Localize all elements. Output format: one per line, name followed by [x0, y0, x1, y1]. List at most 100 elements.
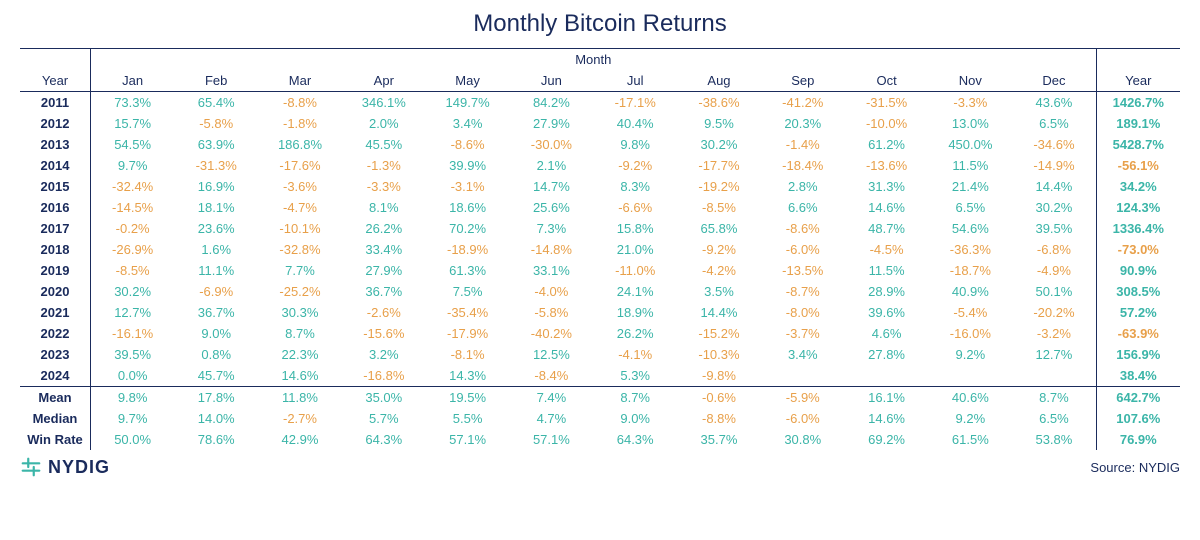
cell: -4.1% [593, 344, 677, 365]
cell: 14.4% [1012, 176, 1096, 197]
cell: -6.6% [593, 197, 677, 218]
year-total: 124.3% [1096, 197, 1180, 218]
cell: 65.8% [677, 218, 761, 239]
year-total: 1336.4% [1096, 218, 1180, 239]
cell: 24.1% [593, 281, 677, 302]
cell: 43.6% [1012, 92, 1096, 114]
source-label: Source: NYDIG [1090, 460, 1180, 475]
summary-cell: 11.8% [258, 387, 342, 409]
cell: -18.7% [928, 260, 1012, 281]
cell: 39.6% [845, 302, 929, 323]
cell: -18.9% [426, 239, 510, 260]
cell: 4.6% [845, 323, 929, 344]
year-total: -63.9% [1096, 323, 1180, 344]
cell: 18.1% [174, 197, 258, 218]
year-label: 2012 [20, 113, 91, 134]
cell: -17.7% [677, 155, 761, 176]
summary-cell: 19.5% [426, 387, 510, 409]
cell: -17.1% [593, 92, 677, 114]
year-label: 2023 [20, 344, 91, 365]
summary-cell: 57.1% [426, 429, 510, 450]
cell: -5.8% [174, 113, 258, 134]
cell: 54.6% [928, 218, 1012, 239]
year-total: 189.1% [1096, 113, 1180, 134]
cell: 9.5% [677, 113, 761, 134]
cell: 28.9% [845, 281, 929, 302]
cell: 84.2% [509, 92, 593, 114]
cell: 3.4% [426, 113, 510, 134]
cell: -1.8% [258, 113, 342, 134]
summary-row-mean: Mean9.8%17.8%11.8%35.0%19.5%7.4%8.7%-0.6… [20, 387, 1180, 409]
cell: 39.5% [1012, 218, 1096, 239]
cell: -6.8% [1012, 239, 1096, 260]
table-row: 2017-0.2%23.6%-10.1%26.2%70.2%7.3%15.8%6… [20, 218, 1180, 239]
cell: -26.9% [91, 239, 175, 260]
table-row: 201215.7%-5.8%-1.8%2.0%3.4%27.9%40.4%9.5… [20, 113, 1180, 134]
cell: -4.0% [509, 281, 593, 302]
cell: -6.9% [174, 281, 258, 302]
month-header-aug: Aug [677, 70, 761, 92]
cell: -18.4% [761, 155, 845, 176]
cell [928, 365, 1012, 387]
cell: 20.3% [761, 113, 845, 134]
summary-cell: 69.2% [845, 429, 929, 450]
cell: -3.3% [928, 92, 1012, 114]
year-label: 2022 [20, 323, 91, 344]
year-total: -73.0% [1096, 239, 1180, 260]
table-row: 2019-8.5%11.1%7.7%27.9%61.3%33.1%-11.0%-… [20, 260, 1180, 281]
year-label: 2011 [20, 92, 91, 114]
cell: 7.7% [258, 260, 342, 281]
cell: 33.1% [509, 260, 593, 281]
cell: -3.1% [426, 176, 510, 197]
summary-cell: 17.8% [174, 387, 258, 409]
cell: 18.9% [593, 302, 677, 323]
cell: 26.2% [593, 323, 677, 344]
cell: -14.5% [91, 197, 175, 218]
cell: 8.1% [342, 197, 426, 218]
cell: 186.8% [258, 134, 342, 155]
cell: 6.6% [761, 197, 845, 218]
cell: 7.3% [509, 218, 593, 239]
table-row: 2018-26.9%1.6%-32.8%33.4%-18.9%-14.8%21.… [20, 239, 1180, 260]
cell: -3.6% [258, 176, 342, 197]
cell: -2.6% [342, 302, 426, 323]
cell: -4.9% [1012, 260, 1096, 281]
cell: 9.2% [928, 344, 1012, 365]
cell: 2.1% [509, 155, 593, 176]
summary-label: Median [20, 408, 91, 429]
cell: -8.1% [426, 344, 510, 365]
returns-table: Month Year JanFebMarAprMayJunJulAugSepOc… [20, 48, 1180, 450]
year-label: 2024 [20, 365, 91, 387]
summary-cell: 42.9% [258, 429, 342, 450]
table-row: 2016-14.5%18.1%-4.7%8.1%18.6%25.6%-6.6%-… [20, 197, 1180, 218]
year-label: 2014 [20, 155, 91, 176]
cell: -5.8% [509, 302, 593, 323]
cell: 18.6% [426, 197, 510, 218]
cell [1012, 365, 1096, 387]
cell: -35.4% [426, 302, 510, 323]
cell: 15.8% [593, 218, 677, 239]
cell: 27.9% [342, 260, 426, 281]
cell: 27.9% [509, 113, 593, 134]
year-total: 90.9% [1096, 260, 1180, 281]
cell: -13.6% [845, 155, 929, 176]
summary-cell: 64.3% [342, 429, 426, 450]
summary-total: 76.9% [1096, 429, 1180, 450]
cell: 13.0% [928, 113, 1012, 134]
cell: 48.7% [845, 218, 929, 239]
cell: 61.2% [845, 134, 929, 155]
cell: -1.3% [342, 155, 426, 176]
cell: 9.0% [174, 323, 258, 344]
cell: 65.4% [174, 92, 258, 114]
summary-label: Win Rate [20, 429, 91, 450]
cell: 39.9% [426, 155, 510, 176]
cell: -34.6% [1012, 134, 1096, 155]
cell: -32.8% [258, 239, 342, 260]
cell: -17.9% [426, 323, 510, 344]
summary-cell: 14.6% [845, 408, 929, 429]
cell: 14.6% [845, 197, 929, 218]
month-header-jun: Jun [509, 70, 593, 92]
summary-cell: 57.1% [509, 429, 593, 450]
year-total: 57.2% [1096, 302, 1180, 323]
summary-cell: 8.7% [1012, 387, 1096, 409]
